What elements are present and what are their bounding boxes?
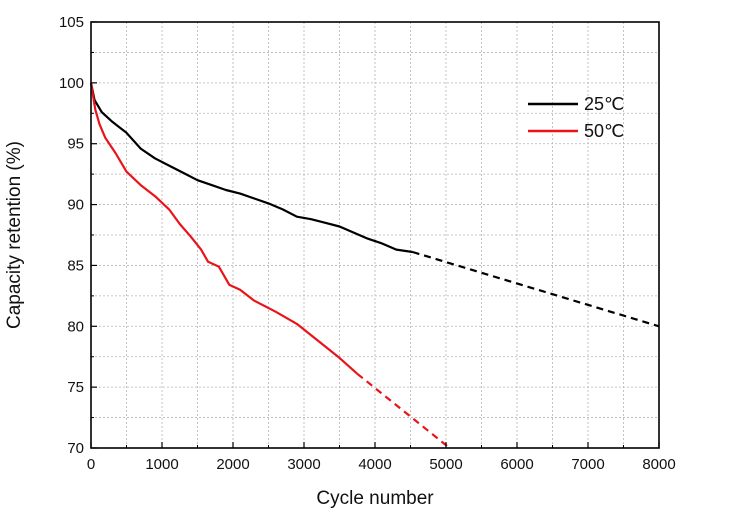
x-tick-label: 1000: [145, 456, 178, 473]
legend-label: 50℃: [584, 121, 624, 141]
legend: 25℃50℃: [528, 94, 624, 141]
y-tick-label: 105: [59, 14, 84, 31]
x-tick-label: 5000: [429, 456, 462, 473]
y-tick-label: 100: [59, 75, 84, 92]
grid: [91, 22, 659, 448]
legend-label: 25℃: [584, 94, 624, 114]
series-extrapolation-0: [412, 250, 660, 328]
y-tick-label: 80: [67, 318, 84, 335]
y-axis-title: Capacity retention (%): [4, 141, 25, 329]
x-tick-label: 4000: [358, 456, 391, 473]
y-tick-label: 70: [67, 440, 84, 457]
y-tick-label: 85: [67, 257, 84, 274]
x-tick-label: 8000: [642, 456, 675, 473]
x-tick-labels: 0 1000 2000 3000 4000 5000 6000 7000 8000: [87, 456, 676, 473]
y-tick-labels: 70 75 80 85 90 95 100 105: [59, 14, 84, 457]
ticks: [90, 21, 660, 449]
y-tick-label: 95: [67, 136, 84, 153]
series-extrapolation-1: [356, 372, 451, 449]
y-tick-label: 90: [67, 197, 84, 214]
x-tick-label: 3000: [287, 456, 320, 473]
x-axis-title: Cycle number: [316, 488, 434, 509]
y-tick-label: 75: [67, 379, 84, 396]
x-tick-label: 7000: [571, 456, 604, 473]
x-tick-label: 0: [87, 456, 95, 473]
x-tick-label: 6000: [500, 456, 533, 473]
series-line-1: [89, 82, 359, 375]
series-group: [89, 82, 660, 449]
series-line-0: [89, 82, 413, 254]
x-tick-label: 2000: [216, 456, 249, 473]
